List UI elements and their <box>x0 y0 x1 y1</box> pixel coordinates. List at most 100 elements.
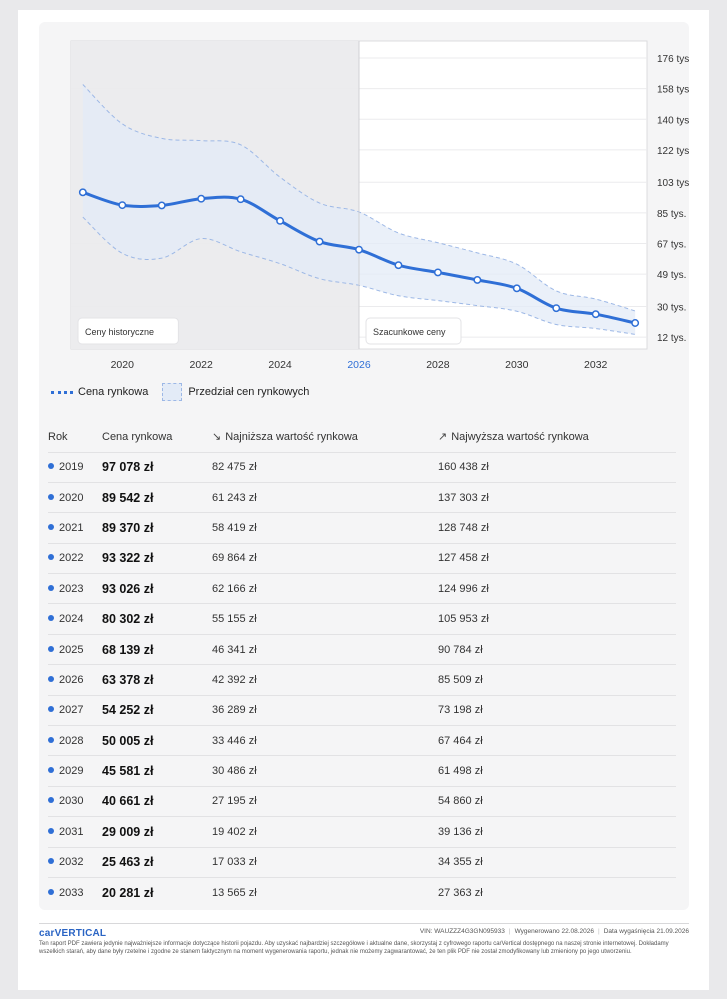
year-value: 2021 <box>59 521 84 534</box>
y-tick-label: 85 tys. <box>657 209 686 220</box>
year-dot-icon <box>48 615 54 622</box>
year-dot-icon <box>48 888 54 895</box>
report-meta: VIN: WAUZZZ4G3GN095933 | Wygenerowano 22… <box>420 928 689 935</box>
cell-low: 46 341 zł <box>212 633 438 665</box>
price-range-band <box>82 84 636 335</box>
cell-price: 54 252 zł <box>102 694 212 726</box>
cell-high: 85 509 zł <box>438 664 676 696</box>
year-dot-icon <box>48 706 54 713</box>
y-tick-label: 30 tys. <box>657 302 686 313</box>
y-tick-label: 103 tys. <box>657 178 689 189</box>
data-point <box>355 245 363 254</box>
y-tick-label: 140 tys. <box>657 115 689 126</box>
forecast-label-box <box>365 317 462 345</box>
data-point <box>394 261 403 270</box>
data-point <box>591 310 600 319</box>
price-chart: 176 tys. 158 tys. 140 tys. 122 tys. 103 tys.… <box>70 40 689 371</box>
year-value: 2025 <box>59 643 84 656</box>
carvertical-logo: carVERTICAL <box>39 928 107 939</box>
cell-year: 2025 <box>48 633 102 665</box>
x-tick-label: 2030 <box>505 359 529 371</box>
x-tick-label: 2028 <box>426 359 450 371</box>
cell-year: 2032 <box>48 846 102 878</box>
table-row: 2024 80 302 zł 55 155 zł 105 953 zł <box>48 603 676 635</box>
year-dot-icon <box>48 767 54 774</box>
cell-high: 73 198 zł <box>438 694 676 726</box>
cell-year: 2027 <box>48 694 102 726</box>
x-tick-label: 2026 <box>347 359 371 371</box>
data-point <box>276 216 285 225</box>
cell-price: 20 281 zł <box>102 876 212 908</box>
cell-high: 127 458 zł <box>438 542 676 574</box>
report-page: 176 tys. 158 tys. 140 tys. 122 tys. 103 tys.… <box>18 10 709 990</box>
legend-band-swatch <box>162 383 183 401</box>
cell-price: 29 009 zł <box>102 816 212 848</box>
cell-year: 2026 <box>48 664 102 696</box>
year-value: 2020 <box>59 491 84 504</box>
data-point <box>631 319 640 327</box>
cell-year: 2029 <box>48 755 102 787</box>
forecast-label: Szacunkowe ceny <box>373 327 446 337</box>
year-value: 2027 <box>59 704 84 717</box>
table-row: 2019 97 078 zł 82 475 zł 160 438 zł <box>48 451 676 483</box>
table-row: 2020 89 542 zł 61 243 zł 137 303 zł <box>48 481 676 513</box>
y-tick-label: 122 tys. <box>657 146 689 157</box>
table-row: 2029 45 581 zł 30 486 zł 61 498 zł <box>48 755 676 787</box>
table-row: 2026 63 378 zł 42 392 zł 85 509 zł <box>48 664 676 696</box>
cell-year: 2033 <box>48 876 102 908</box>
cell-low: 30 486 zł <box>212 755 438 787</box>
header-low: ↘ Najniższa wartość rynkowa <box>212 422 438 452</box>
cell-year: 2023 <box>48 573 102 604</box>
year-value: 2032 <box>59 856 84 869</box>
cell-price: 45 581 zł <box>102 755 212 787</box>
cell-low: 61 243 zł <box>212 481 438 513</box>
data-point <box>118 201 127 210</box>
cell-low: 82 475 zł <box>212 451 438 483</box>
cell-high: 128 748 zł <box>438 512 676 544</box>
data-point <box>512 284 521 293</box>
legend-line-swatch <box>51 390 73 394</box>
arrow-up-right-icon: ↗ <box>438 431 448 444</box>
y-tick-label: 49 tys. <box>657 270 686 281</box>
data-point <box>473 275 482 284</box>
cell-low: 33 446 zł <box>212 725 438 756</box>
table-row: 2027 54 252 zł 36 289 zł 73 198 zł <box>48 694 676 726</box>
data-point <box>236 195 245 204</box>
year-dot-icon <box>48 554 54 561</box>
header-price: Cena rynkowa <box>102 430 173 443</box>
cell-year: 2022 <box>48 542 102 574</box>
cell-high: 124 996 zł <box>438 573 676 604</box>
cell-year: 2031 <box>48 816 102 848</box>
cell-low: 27 195 zł <box>212 785 438 817</box>
cell-year: 2024 <box>48 603 102 635</box>
table-row: 2031 29 009 zł 19 402 zł 39 136 zł <box>48 816 676 848</box>
y-tick-label: 12 tys. <box>657 333 686 344</box>
x-tick-label: 2024 <box>268 359 292 371</box>
cell-year: 2021 <box>48 512 102 544</box>
cell-high: 27 363 zł <box>438 876 676 908</box>
header-high-label: Najwyższa wartość rynkowa <box>451 431 589 444</box>
year-value: 2028 <box>59 734 84 747</box>
table-row: 2022 93 322 zł 69 864 zł 127 458 zł <box>48 542 676 574</box>
year-value: 2030 <box>59 795 84 808</box>
chart-legend: Cena rynkowa Przedział cen rynkowych <box>51 382 309 402</box>
y-tick-label: 176 tys. <box>657 54 689 65</box>
header-low-label: Najniższa wartość rynkowa <box>225 431 358 444</box>
data-point <box>157 201 166 210</box>
cell-low: 42 392 zł <box>212 664 438 696</box>
cell-high: 160 438 zł <box>438 451 676 483</box>
cell-price: 97 078 zł <box>102 451 212 483</box>
year-value: 2026 <box>59 673 84 686</box>
cell-high: 39 136 zł <box>438 816 676 848</box>
meta-separator: | <box>508 928 511 935</box>
cell-low: 36 289 zł <box>212 694 438 726</box>
data-point <box>315 237 324 246</box>
year-dot-icon <box>48 797 54 804</box>
y-tick-label: 67 tys. <box>657 239 686 250</box>
data-point <box>197 194 206 203</box>
year-value: 2031 <box>59 825 84 838</box>
cell-year: 2019 <box>48 451 102 483</box>
table-row: 2030 40 661 zł 27 195 zł 54 860 zł <box>48 785 676 817</box>
footer-divider <box>39 923 689 924</box>
year-value: 2024 <box>59 613 84 626</box>
